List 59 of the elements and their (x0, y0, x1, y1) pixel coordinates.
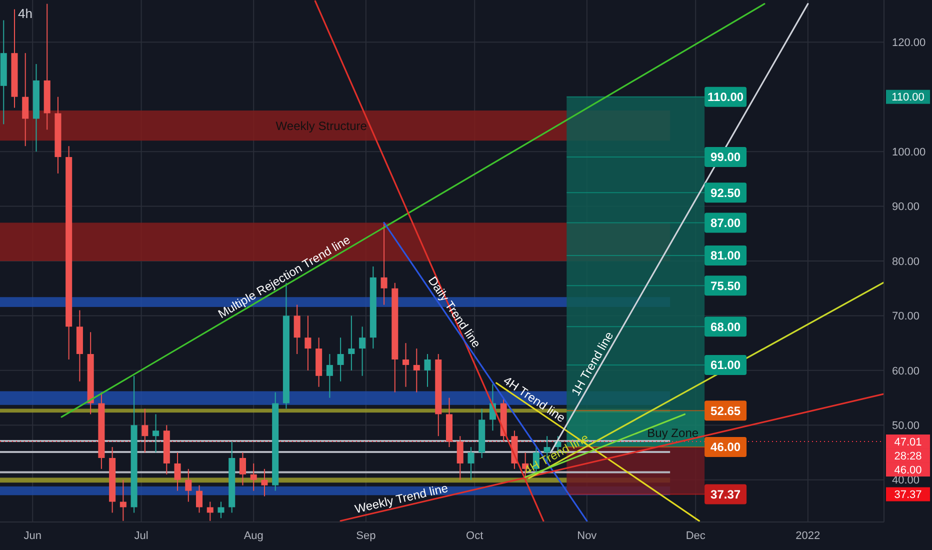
x-tick-label: Dec (686, 530, 706, 542)
candlestick (304, 315, 312, 371)
ref-line-label: 52.65 (710, 404, 741, 418)
ref-line-label: 75.50 (710, 278, 741, 293)
candlestick (402, 342, 410, 388)
candlestick (22, 52, 29, 147)
text: 4h (18, 6, 32, 21)
ref-line-label: 110.00 (708, 90, 744, 104)
ref-line-label: 37.37 (710, 487, 741, 502)
candlestick (206, 501, 214, 522)
text: 46.00 (894, 464, 922, 476)
x-tick-label: Nov (577, 530, 598, 542)
y-tick-label: 100.00 (892, 146, 926, 158)
ref-line-label: 81.00 (710, 248, 741, 263)
text: 28:28 (894, 450, 922, 462)
x-tick-label: 2022 (796, 530, 820, 542)
candlestick (120, 479, 126, 522)
candlestick (424, 354, 431, 388)
candlestick (413, 348, 420, 393)
candlestick (380, 222, 388, 306)
x-tick-label: Aug (244, 530, 264, 542)
y-tick-label: 80.00 (892, 256, 920, 268)
x-tick-label: Sep (356, 530, 376, 542)
candlestick (239, 452, 246, 486)
text: Weekly Trend line (353, 480, 450, 516)
candlestick (468, 446, 474, 480)
ref-line-label: 87.00 (710, 216, 741, 230)
candlestick (456, 436, 464, 480)
x-tick-label: Jul (134, 530, 148, 542)
candlestick (348, 315, 355, 371)
ref-line-label: 99.00 (710, 150, 741, 164)
y-tick-label: 90.00 (892, 201, 920, 214)
candlestick (337, 337, 344, 382)
ref-line-label: 46.00 (710, 440, 741, 454)
candlestick (142, 408, 148, 454)
band-label: Weekly Structure (276, 118, 368, 133)
candlestick (196, 484, 203, 514)
y-tick-label: 70.00 (892, 310, 920, 323)
candlestick (174, 452, 181, 492)
x-tick-label: Oct (466, 530, 484, 542)
y-tick-label: 120.00 (892, 36, 926, 49)
candlestick (152, 414, 160, 454)
candlestick (294, 304, 300, 355)
ref-line-label: 47.01 (894, 436, 922, 448)
annotation: 37.37 (894, 489, 922, 502)
band-label: Buy Zone (647, 426, 699, 440)
ref-line-label: 92.50 (710, 186, 741, 200)
ref-line-label: 61.00 (710, 358, 741, 372)
annotation: 110.00 (892, 92, 924, 104)
y-tick-label: 60.00 (892, 365, 920, 378)
candlestick (261, 468, 268, 497)
candlestick (359, 326, 366, 376)
candlestick (326, 354, 333, 398)
candlestick (218, 501, 224, 519)
candlestick (185, 468, 192, 502)
x-tick-label: Jun (24, 530, 42, 542)
y-tick-label: 50.00 (892, 420, 920, 432)
ref-line-label: 68.00 (710, 320, 741, 334)
candlestick (250, 462, 257, 492)
